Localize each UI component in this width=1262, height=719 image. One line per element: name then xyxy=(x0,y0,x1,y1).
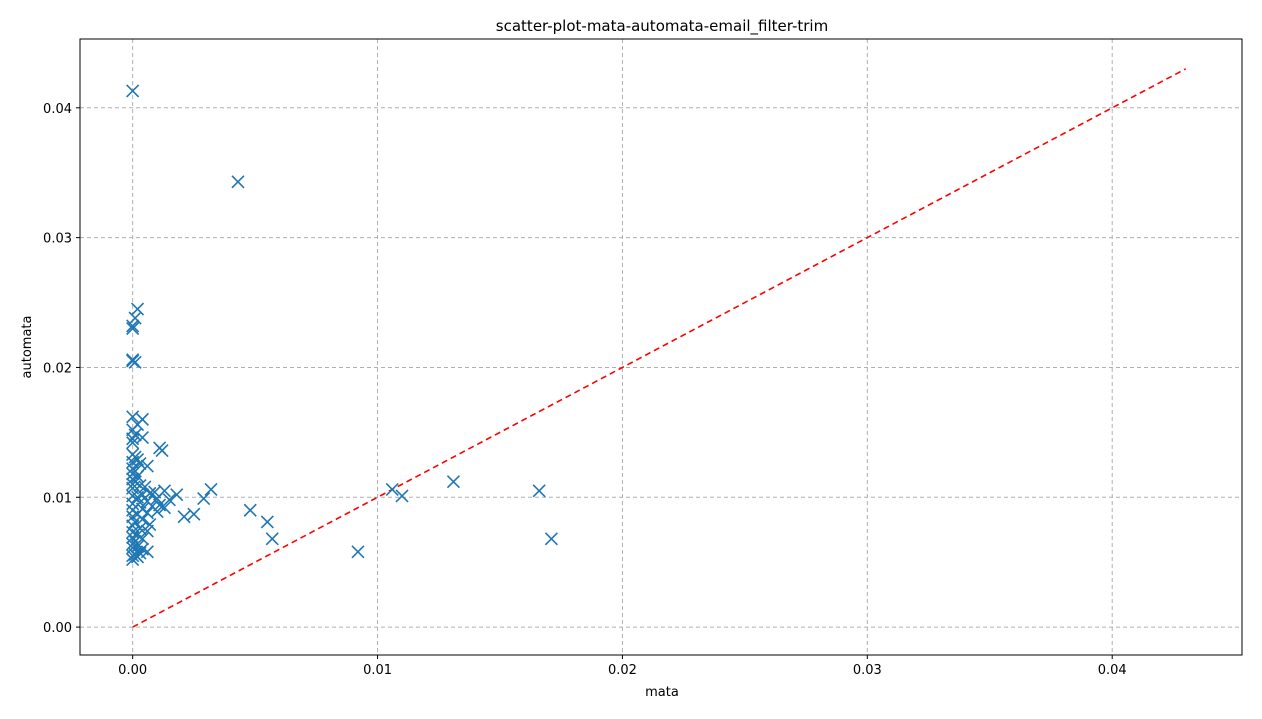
data-point xyxy=(138,480,152,494)
data-point xyxy=(126,436,140,450)
x-tick-label: 0.04 xyxy=(1098,663,1127,678)
data-point xyxy=(126,354,140,368)
data-point xyxy=(187,507,201,521)
data-point xyxy=(155,443,169,458)
x-axis-title: mata xyxy=(645,685,679,700)
data-point xyxy=(128,355,142,369)
y-axis-title: automata xyxy=(20,316,35,379)
data-point xyxy=(385,482,399,497)
grid-lines xyxy=(80,39,1242,655)
data-point xyxy=(130,302,145,316)
data-point xyxy=(126,321,140,336)
data-point xyxy=(231,175,245,189)
data-point xyxy=(140,524,154,538)
y-tick-label: 0.04 xyxy=(43,102,72,117)
y-tick-label: 0.02 xyxy=(43,361,72,376)
data-point xyxy=(177,510,191,524)
y-axis-ticks: 0.00 0.01 0.02 0.03 0.04 xyxy=(43,102,80,636)
data-point xyxy=(126,553,140,567)
x-axis-ticks: 0.00 0.01 0.02 0.03 0.04 xyxy=(118,655,1127,678)
data-point xyxy=(351,545,365,559)
x-tick-label: 0.03 xyxy=(853,663,882,678)
data-point xyxy=(197,492,211,506)
x-tick-label: 0.00 xyxy=(118,663,147,678)
data-point xyxy=(128,515,142,529)
data-point xyxy=(126,432,140,446)
data-point xyxy=(260,515,274,529)
data-point xyxy=(243,503,257,517)
data-point xyxy=(135,512,150,526)
reference-line xyxy=(132,68,1187,628)
data-point xyxy=(204,482,218,497)
data-point xyxy=(128,428,142,442)
data-point xyxy=(395,489,409,503)
y-tick-label: 0.03 xyxy=(43,232,72,247)
data-point xyxy=(126,410,140,424)
reference-line-group xyxy=(132,68,1187,628)
data-point xyxy=(162,493,176,507)
data-point xyxy=(157,501,172,515)
data-point xyxy=(265,532,279,546)
data-point xyxy=(126,519,140,533)
y-tick-label: 0.00 xyxy=(43,621,72,636)
data-point xyxy=(126,549,140,563)
data-point xyxy=(128,311,142,325)
data-point xyxy=(170,488,184,502)
data-point xyxy=(532,484,546,498)
plot-frame xyxy=(79,38,1243,656)
data-point xyxy=(133,479,147,493)
x-tick-label: 0.02 xyxy=(608,663,637,678)
chart-title: scatter-plot-mata-automata-email_filter-… xyxy=(496,17,828,36)
data-point xyxy=(544,532,558,546)
data-point xyxy=(140,459,154,473)
data-point xyxy=(446,475,461,489)
x-tick-label: 0.01 xyxy=(363,663,392,678)
data-point xyxy=(126,497,140,511)
y-tick-label: 0.01 xyxy=(43,491,72,506)
data-point xyxy=(126,319,140,333)
data-point xyxy=(133,456,147,471)
data-point xyxy=(126,84,140,98)
data-points xyxy=(126,84,558,567)
